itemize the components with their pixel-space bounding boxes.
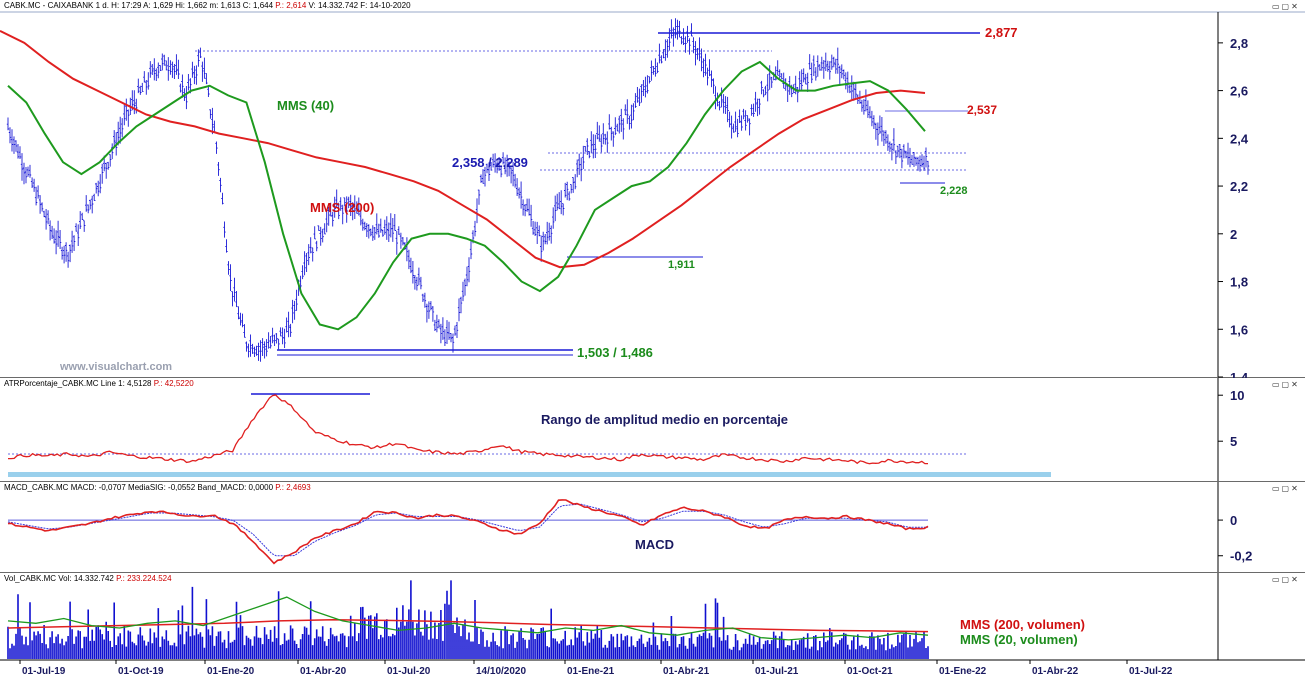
volume-label-mms200: MMS (200, volumen) bbox=[960, 617, 1085, 632]
annotation-2228: 2,228 bbox=[940, 185, 968, 197]
x-tick-label: 01-Oct-21 bbox=[847, 666, 893, 677]
annotation-1503-1486: 1,503 / 1,486 bbox=[577, 345, 653, 360]
volume-label-mms20: MMS (20, volumen) bbox=[960, 632, 1078, 647]
volume-mms20-line bbox=[7, 596, 929, 641]
x-tick-label: 01-Ene-22 bbox=[939, 666, 987, 677]
price-panel: CABK.MC - CAIXABANK 1 d. H: 17:29 A: 1,6… bbox=[0, 1, 1305, 378]
volume-header: Vol_CABK.MC Vol: 14.332.742 P.: 233.224.… bbox=[4, 574, 172, 583]
macd-chart: 0 -0,2 MACD bbox=[0, 482, 1305, 573]
volume-mms200-line bbox=[7, 618, 929, 633]
x-axis: 01-Jul-19 01-Oct-19 01-Ene-20 01-Abr-20 01-J… bbox=[19, 660, 1173, 677]
macd-tick-label: -0,2 bbox=[1230, 549, 1252, 564]
atr-tick-label: 5 bbox=[1230, 434, 1237, 449]
price-window-buttons[interactable]: ▭▢✕ bbox=[1272, 2, 1300, 11]
macd-window-buttons[interactable]: ▭▢✕ bbox=[1272, 484, 1300, 493]
atr-window-buttons[interactable]: ▭▢✕ bbox=[1272, 380, 1300, 389]
atr-line bbox=[8, 394, 928, 465]
macd-header: MACD_CABK.MC MACD: -0,0707 MediaSIG: -0,… bbox=[4, 483, 311, 492]
macd-line bbox=[7, 499, 929, 565]
macd-label: MACD bbox=[635, 537, 674, 552]
price-tick-label: 2,4 bbox=[1230, 131, 1249, 146]
annotation-1911: 1,911 bbox=[668, 259, 695, 271]
x-tick-label: 01-Ene-20 bbox=[207, 666, 255, 677]
x-tick-label: 01-Jul-20 bbox=[387, 666, 431, 677]
label-mms40: MMS (40) bbox=[277, 98, 334, 113]
price-bars bbox=[6, 18, 930, 362]
x-tick-label: 01-Oct-19 bbox=[118, 666, 164, 677]
x-tick-label: 01-Abr-22 bbox=[1032, 666, 1079, 677]
price-tick-label: 1,6 bbox=[1230, 322, 1248, 337]
volume-bars bbox=[7, 580, 929, 659]
x-tick-label: 01-Abr-21 bbox=[663, 666, 710, 677]
mms40-line bbox=[7, 60, 926, 331]
atr-chart: 10 5 Rango de amplitud medio en porcentaj… bbox=[0, 378, 1305, 482]
price-header: CABK.MC - CAIXABANK 1 d. H: 17:29 A: 1,6… bbox=[4, 1, 411, 10]
atr-tick-label: 10 bbox=[1230, 388, 1244, 403]
watermark: www.visualchart.com bbox=[59, 361, 172, 373]
x-tick-label: 01-Jul-19 bbox=[22, 666, 66, 677]
atr-panel: ATRPorcentaje_CABK.MC Line 1: 4,5128 P.:… bbox=[0, 378, 1305, 482]
x-tick-label: 01-Ene-21 bbox=[567, 666, 615, 677]
price-chart: 2,8 2,6 2,4 2,2 2 1,8 1,6 1,4 2,877 2,537 2,228… bbox=[0, 11, 1305, 378]
x-tick-label: 01-Jul-21 bbox=[755, 666, 799, 677]
annotation-2537: 2,537 bbox=[967, 103, 997, 117]
mms200-line bbox=[0, 30, 926, 269]
price-tick-label: 2,6 bbox=[1230, 84, 1248, 99]
x-tick-label: 01-Abr-20 bbox=[300, 666, 347, 677]
x-tick-label: 01-Jul-22 bbox=[1129, 666, 1173, 677]
price-tick-label: 2,8 bbox=[1230, 36, 1248, 51]
macd-panel: MACD_CABK.MC MACD: -0,0707 MediaSIG: -0,… bbox=[0, 482, 1305, 573]
volume-panel: Vol_CABK.MC Vol: 14.332.742 P.: 233.224.… bbox=[0, 573, 1305, 679]
atr-label: Rango de amplitud medio en porcentaje bbox=[541, 412, 788, 427]
price-tick-label: 1,4 bbox=[1230, 370, 1249, 378]
price-tick-label: 2,2 bbox=[1230, 179, 1248, 194]
x-tick-label: 14/10/2020 bbox=[476, 666, 526, 677]
price-tick-label: 1,8 bbox=[1230, 275, 1248, 290]
volume-chart: 30.000.0020.000.0010.000.00 MMS (200, vo… bbox=[0, 573, 1305, 677]
annotation-2877: 2,877 bbox=[985, 25, 1018, 40]
macd-tick-label: 0 bbox=[1230, 513, 1237, 528]
atr-header: ATRPorcentaje_CABK.MC Line 1: 4,5128 P.:… bbox=[4, 379, 194, 388]
volume-window-buttons[interactable]: ▭▢✕ bbox=[1272, 575, 1300, 584]
label-mms200: MMS (200) bbox=[310, 200, 374, 215]
annotation-2358-2289: 2,358 / 2,289 bbox=[452, 155, 528, 170]
price-tick-label: 2 bbox=[1230, 227, 1237, 242]
